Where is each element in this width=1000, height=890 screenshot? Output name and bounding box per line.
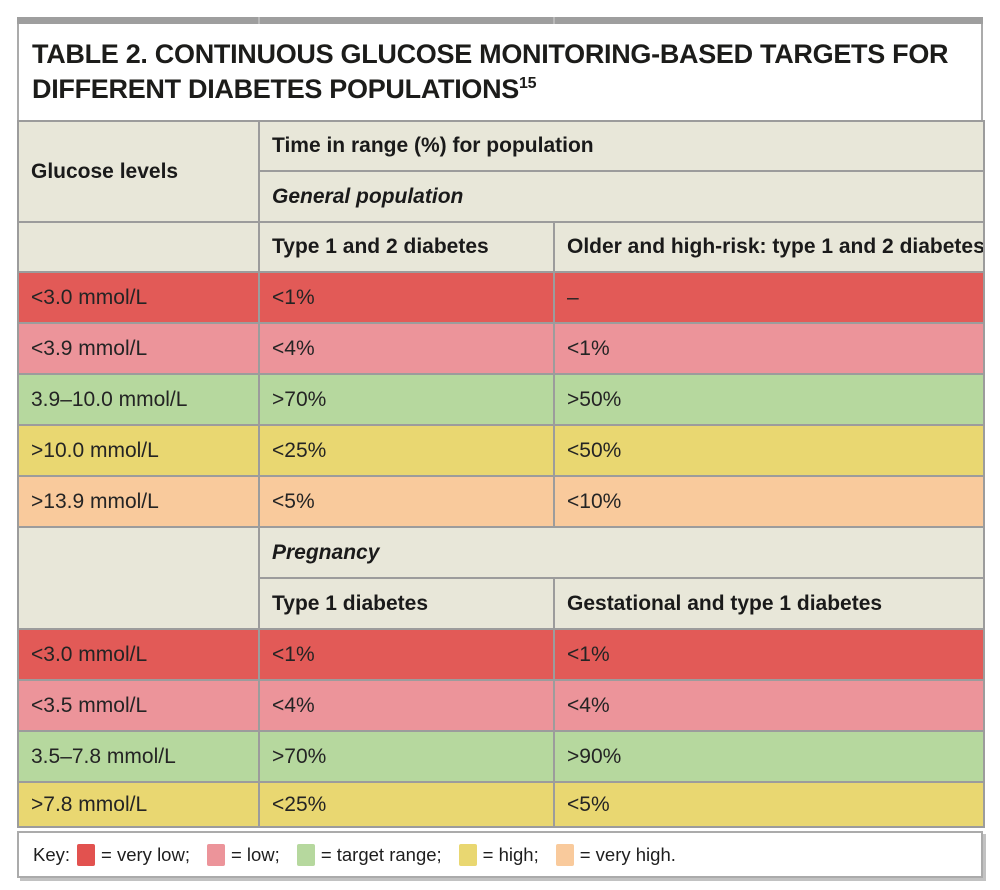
title-text: CONTINUOUS GLUCOSE MONITORING-BASED TARG… — [32, 39, 949, 104]
value-cell: <1% — [553, 322, 985, 375]
time-in-range-header-cell: Time in range (%) for population — [258, 120, 985, 172]
glucose-cell: 3.5–7.8 mmol/L — [17, 730, 260, 783]
table-row: <3.5 mmol/L <4% <4% — [17, 679, 985, 732]
key-item-text: = low; — [230, 843, 280, 865]
table-row: 3.9–10.0 mmol/L >70% >50% — [17, 373, 985, 426]
key-item-text: = target range; — [320, 843, 442, 865]
glucose-cell: <3.0 mmol/L — [17, 628, 260, 681]
legend: Key: = very low; = low; = target range; … — [17, 831, 983, 878]
value-cell: <25% — [258, 781, 555, 828]
high-swatch-icon — [458, 843, 477, 866]
title-label: TABLE 2. — [32, 39, 148, 69]
glucose-cell: <3.0 mmol/L — [17, 271, 260, 324]
table-row: <3.9 mmol/L <4% <1% — [17, 322, 985, 375]
section-name-row: Pregnancy — [17, 526, 985, 630]
value-cell: <5% — [553, 781, 985, 828]
top-bar-seam — [553, 17, 555, 24]
value-cell: >90% — [553, 730, 985, 783]
col-header-type1: Type 1 diabetes — [258, 577, 555, 630]
value-cell: <4% — [258, 679, 555, 732]
empty-header-cell — [17, 221, 260, 273]
glucose-cell: >13.9 mmol/L — [17, 475, 260, 528]
value-cell: >50% — [553, 373, 985, 426]
very-low-swatch-icon — [77, 843, 96, 866]
value-cell: <1% — [258, 271, 555, 324]
key-item: = very high. — [555, 843, 676, 866]
key-item-text: = very high. — [579, 843, 676, 865]
value-cell: – — [553, 271, 985, 324]
low-swatch-icon — [206, 843, 225, 866]
key-item-text: = very low; — [101, 843, 190, 865]
glucose-cell: <3.5 mmol/L — [17, 679, 260, 732]
table-row: >10.0 mmol/L <25% <50% — [17, 424, 985, 477]
table-row: <3.0 mmol/L <1% <1% — [17, 628, 985, 681]
cgm-targets-table: Glucose levels Time in range (%) for pop… — [17, 120, 985, 828]
value-cell: <5% — [258, 475, 555, 528]
table-row: <3.0 mmol/L <1% – — [17, 271, 985, 324]
table-title: TABLE 2. CONTINUOUS GLUCOSE MONITORING-B… — [32, 37, 961, 106]
key-item: = high; — [458, 843, 539, 866]
value-cell: >70% — [258, 730, 555, 783]
key-label: Key: — [33, 843, 71, 865]
target-range-swatch-icon — [296, 843, 315, 866]
glucose-cell: 3.9–10.0 mmol/L — [17, 373, 260, 426]
header-row: Glucose levels Time in range (%) for pop… — [17, 120, 985, 223]
col-header-gestational: Gestational and type 1 diabetes — [553, 577, 985, 630]
top-bar-seam — [258, 17, 260, 24]
column-header-row: Type 1 diabetes Gestational and type 1 d… — [18, 577, 985, 630]
very-high-swatch-icon — [555, 843, 574, 866]
section-pregnancy-cell: Pregnancy — [258, 526, 985, 579]
table-row: >7.8 mmol/L <25% <5% — [17, 781, 985, 828]
col-header-older-high-risk: Older and high-risk: type 1 and 2 diabet… — [553, 221, 985, 273]
value-cell: <50% — [553, 424, 985, 477]
title-box: TABLE 2. CONTINUOUS GLUCOSE MONITORING-B… — [17, 24, 983, 120]
section-name-row: General population — [18, 170, 985, 223]
title-reference: 15 — [519, 74, 537, 92]
value-cell: >70% — [258, 373, 555, 426]
glucose-cell: <3.9 mmol/L — [17, 322, 260, 375]
value-cell: <1% — [258, 628, 555, 681]
value-cell: <4% — [553, 679, 985, 732]
key-item: = very low; — [77, 843, 190, 866]
column-header-row: Type 1 and 2 diabetes Older and high-ris… — [17, 221, 985, 273]
value-cell: <10% — [553, 475, 985, 528]
glucose-levels-header-cell: Glucose levels — [17, 120, 260, 223]
value-cell: <1% — [553, 628, 985, 681]
key-item: = low; — [206, 843, 280, 866]
top-bar — [17, 17, 983, 24]
empty-header-cell — [17, 526, 260, 630]
figure-sheet: TABLE 2. CONTINUOUS GLUCOSE MONITORING-B… — [17, 17, 985, 878]
glucose-cell: >10.0 mmol/L — [17, 424, 260, 477]
value-cell: <25% — [258, 424, 555, 477]
col-header-type1and2: Type 1 and 2 diabetes — [258, 221, 555, 273]
key-item-text: = high; — [482, 843, 539, 865]
table-row: >13.9 mmol/L <5% <10% — [17, 475, 985, 528]
key-item: = target range; — [296, 843, 442, 866]
value-cell: <4% — [258, 322, 555, 375]
section-general-population-cell: General population — [258, 170, 985, 223]
table-row: 3.5–7.8 mmol/L >70% >90% — [17, 730, 985, 783]
glucose-cell: >7.8 mmol/L — [17, 781, 260, 828]
